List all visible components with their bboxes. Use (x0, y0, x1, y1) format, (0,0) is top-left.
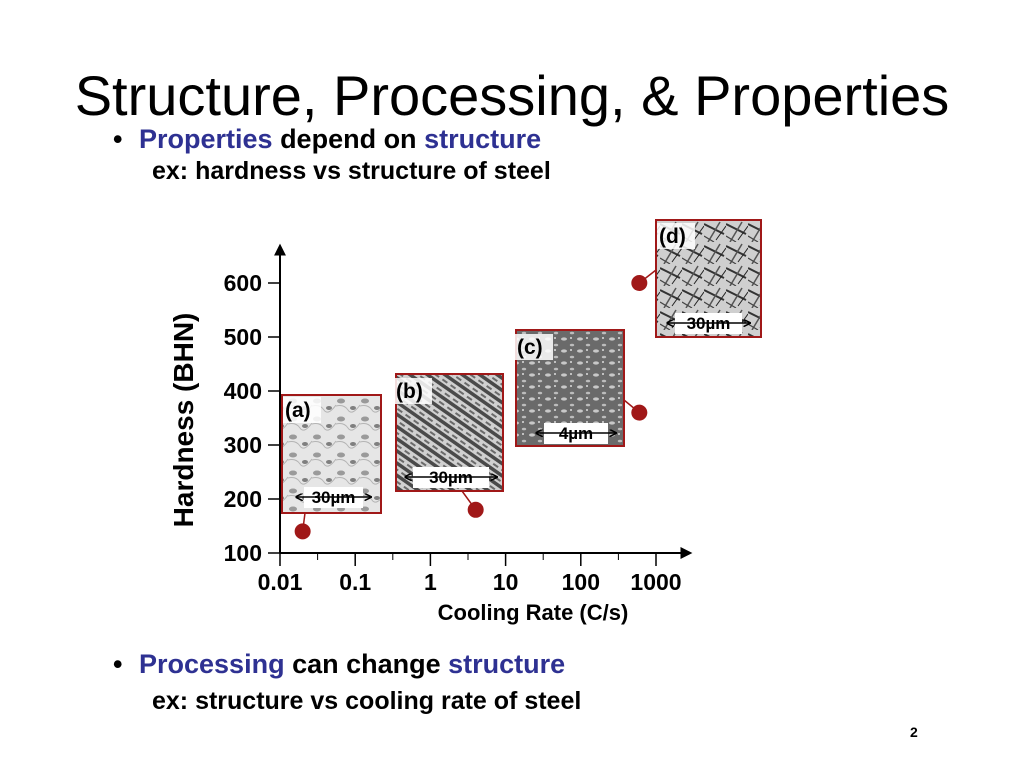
micrograph-label-bg (515, 334, 553, 360)
bullet-text: depend on (272, 124, 425, 154)
x-tick-label: 10 (493, 569, 519, 595)
micrograph-label-bg (283, 397, 321, 423)
micrograph-label: (c) (517, 336, 543, 359)
slide-title: Structure, Processing, & Properties (74, 64, 950, 127)
data-point (294, 523, 311, 540)
y-tick-label: 600 (224, 270, 262, 296)
micrograph-label: (d) (659, 225, 686, 248)
x-tick-label: 0.01 (258, 569, 303, 595)
bullet-processing: • Processing can change structure (113, 648, 565, 680)
data-point (631, 275, 648, 291)
data-point (467, 501, 484, 518)
y-axis-label: Hardness (BHN) (168, 313, 199, 528)
bullet-text: can change (284, 649, 449, 679)
sub-example-cooling: ex: structure vs cooling rate of steel (152, 687, 582, 715)
scale-bar-label: 4µm (559, 424, 593, 443)
x-axis-label: Cooling Rate (C/s) (438, 600, 629, 625)
page-number: 2 (910, 724, 918, 740)
y-tick-label: 100 (224, 540, 262, 566)
bullet-keyword-properties: Properties (139, 124, 273, 154)
y-tick-label: 400 (224, 378, 262, 404)
scale-bar-label: 30µm (429, 468, 473, 487)
scale-bar-label: 30µm (312, 488, 356, 507)
x-tick-label: 100 (562, 569, 600, 595)
y-tick-label: 200 (224, 486, 262, 512)
bullet-keyword-structure: structure (424, 124, 542, 154)
bullet-properties: • Properties depend on structure (113, 123, 541, 155)
bullet-dot: • (113, 649, 123, 679)
scale-bar-label: 30µm (687, 314, 731, 333)
y-tick-label: 300 (224, 432, 262, 458)
y-tick-label: 500 (224, 324, 262, 350)
micrograph-label: (b) (396, 380, 423, 403)
micrograph-label-bg (657, 223, 695, 249)
micrograph-label: (a) (285, 399, 311, 422)
sub-example-hardness: ex: hardness vs structure of steel (152, 157, 551, 185)
bullet-keyword-structure: structure (448, 649, 566, 679)
bullet-dot: • (113, 124, 123, 154)
x-tick-label: 0.1 (339, 569, 371, 595)
data-point (631, 404, 648, 421)
bullet-keyword-processing: Processing (139, 649, 285, 679)
x-tick-label: 1000 (630, 569, 681, 595)
x-tick-label: 1 (424, 569, 437, 595)
micrograph-label-bg (394, 378, 432, 404)
